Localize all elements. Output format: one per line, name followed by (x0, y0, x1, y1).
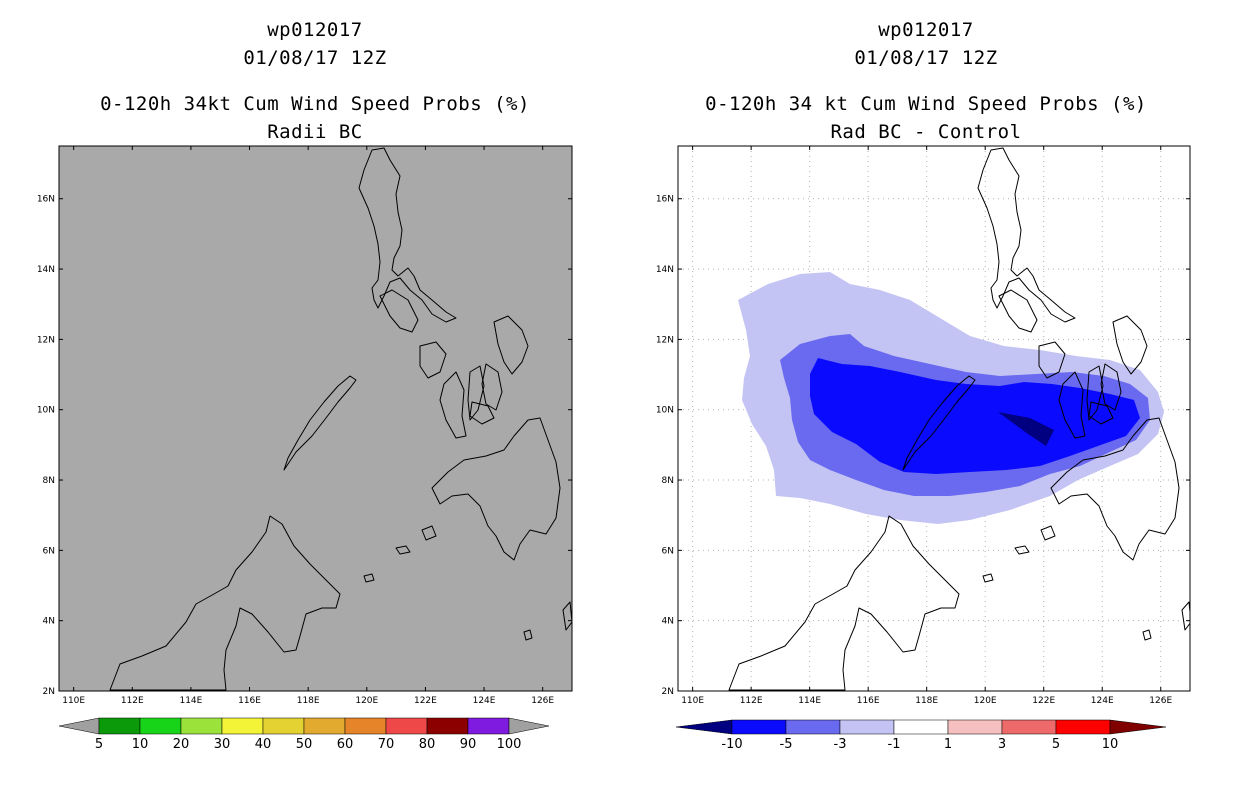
lon-tick-label: 118E (297, 696, 320, 706)
colorbar-label: 80 (419, 737, 436, 752)
lon-tick-label: 124E (1091, 696, 1114, 706)
contour-minus-5 (810, 358, 1140, 474)
colorbar-swatch (385, 717, 428, 735)
lat-tick-label: 4N (662, 617, 674, 627)
lat-tick-label: 8N (662, 476, 674, 486)
lat-tick-label: 2N (662, 687, 674, 697)
colorbar-swatch (344, 717, 387, 735)
lat-tick-label: 10N (37, 406, 55, 416)
contour-minus-10 (998, 412, 1054, 446)
left-subtitle: Radii BC (267, 121, 363, 143)
colorbar-label: -5 (780, 737, 793, 752)
lon-tick-label: 116E (238, 696, 261, 706)
right-subtitle: Rad BC - Control (830, 121, 1022, 143)
colorbar-swatch (180, 717, 223, 735)
right-product-title: 0-120h 34 kt Cum Wind Speed Probs (%) (705, 93, 1147, 115)
lon-tick-label: 116E (857, 696, 880, 706)
colorbar-label: 5 (1052, 737, 1060, 752)
lon-tick-label: 112E (121, 696, 144, 706)
colorbar-label: 1 (944, 737, 952, 752)
lat-tick-label: 12N (656, 335, 674, 345)
colorbar-swatch (1001, 719, 1057, 735)
lat-tick-label: 16N (37, 195, 55, 205)
colorbar-swatch (262, 717, 305, 735)
right-axis-ticks: 110E 112E 114E 116E 118E 120E 122E 124E 126E 2N 4N… (656, 146, 1190, 706)
colorbar-swatch (947, 719, 1003, 735)
colorbar-label: 3 (998, 737, 1006, 752)
lat-tick-label: 6N (662, 546, 674, 556)
colorbar-label: -3 (834, 737, 847, 752)
left-storm-id: wp012017 (267, 19, 363, 41)
lat-tick-label: 10N (656, 406, 674, 416)
colorbar-swatch (98, 717, 141, 735)
colorbar-high-arrow (508, 717, 550, 735)
colorbar-high-arrow (1109, 719, 1167, 735)
colorbar-swatch (839, 719, 895, 735)
colorbar-label: 10 (1102, 737, 1119, 752)
colorbar-swatch (467, 717, 510, 735)
colorbar-swatch (731, 719, 787, 735)
colorbar-swatch (1055, 719, 1111, 735)
right-storm-id: wp012017 (878, 19, 974, 41)
lat-tick-label: 14N (656, 265, 674, 275)
left-map: 110E 112E 114E 116E 118E 120E 122E 124E 126E 2N 4N… (37, 145, 573, 706)
lat-tick-label: 2N (43, 687, 55, 697)
colorbar-low-arrow (58, 717, 100, 735)
colorbar-swatch (303, 717, 346, 735)
lat-tick-label: 16N (656, 195, 674, 205)
lon-tick-label: 124E (473, 696, 496, 706)
colorbar-label: 20 (173, 737, 190, 752)
colorbar-swatch (426, 717, 469, 735)
lat-tick-label: 4N (43, 617, 55, 627)
lon-tick-label: 122E (1032, 696, 1055, 706)
colorbar-label: -1 (888, 737, 901, 752)
colorbar-label: 5 (95, 737, 103, 752)
colorbar-label: 90 (460, 737, 477, 752)
colorbar-label: -10 (721, 737, 742, 752)
colorbar-label: 50 (296, 737, 313, 752)
lat-tick-label: 14N (37, 265, 55, 275)
lon-tick-label: 126E (531, 696, 554, 706)
colorbar-swatch (221, 717, 264, 735)
lon-tick-label: 112E (740, 696, 763, 706)
colorbar-label: 100 (497, 737, 522, 752)
right-map: 110E 112E 114E 116E 118E 120E 122E 124E 126E 2N 4N… (656, 145, 1191, 706)
colorbar-label: 40 (255, 737, 272, 752)
lon-tick-label: 110E (681, 696, 704, 706)
lon-tick-label: 114E (179, 696, 202, 706)
lat-tick-label: 8N (43, 476, 55, 486)
left-date: 01/08/17 12Z (243, 47, 387, 69)
left-product-title: 0-120h 34kt Cum Wind Speed Probs (%) (100, 93, 530, 115)
lon-tick-label: 126E (1149, 696, 1172, 706)
colorbar-label: 60 (337, 737, 354, 752)
colorbar-swatch (139, 717, 182, 735)
colorbar-label: 10 (132, 737, 149, 752)
left-colorbar: 5 10 20 30 40 50 60 70 80 90 100 (58, 717, 550, 752)
right-date: 01/08/17 12Z (854, 47, 998, 69)
lon-tick-label: 120E (974, 696, 997, 706)
lon-tick-label: 114E (798, 696, 821, 706)
lon-tick-label: 122E (414, 696, 437, 706)
right-colorbar: -10 -5 -3 -1 1 3 5 10 (675, 719, 1167, 752)
lon-tick-label: 110E (62, 696, 85, 706)
lon-tick-label: 118E (915, 696, 938, 706)
colorbar-swatch (893, 719, 949, 735)
lat-tick-label: 12N (37, 335, 55, 345)
right-title-block: wp012017 01/08/17 12Z 0-120h 34 kt Cum W… (646, 16, 1206, 146)
colorbar-low-arrow (675, 719, 733, 735)
lat-tick-label: 6N (43, 546, 55, 556)
colorbar-label: 70 (378, 737, 395, 752)
left-map-background (58, 145, 573, 692)
left-axis-ticks: 110E 112E 114E 116E 118E 120E 122E 124E 126E 2N 4N… (37, 146, 572, 706)
difference-contours (738, 272, 1164, 524)
lon-tick-label: 120E (355, 696, 378, 706)
colorbar-swatch (785, 719, 841, 735)
colorbar-label: 30 (214, 737, 231, 752)
left-title-block: wp012017 01/08/17 12Z 0-120h 34kt Cum Wi… (35, 16, 595, 146)
